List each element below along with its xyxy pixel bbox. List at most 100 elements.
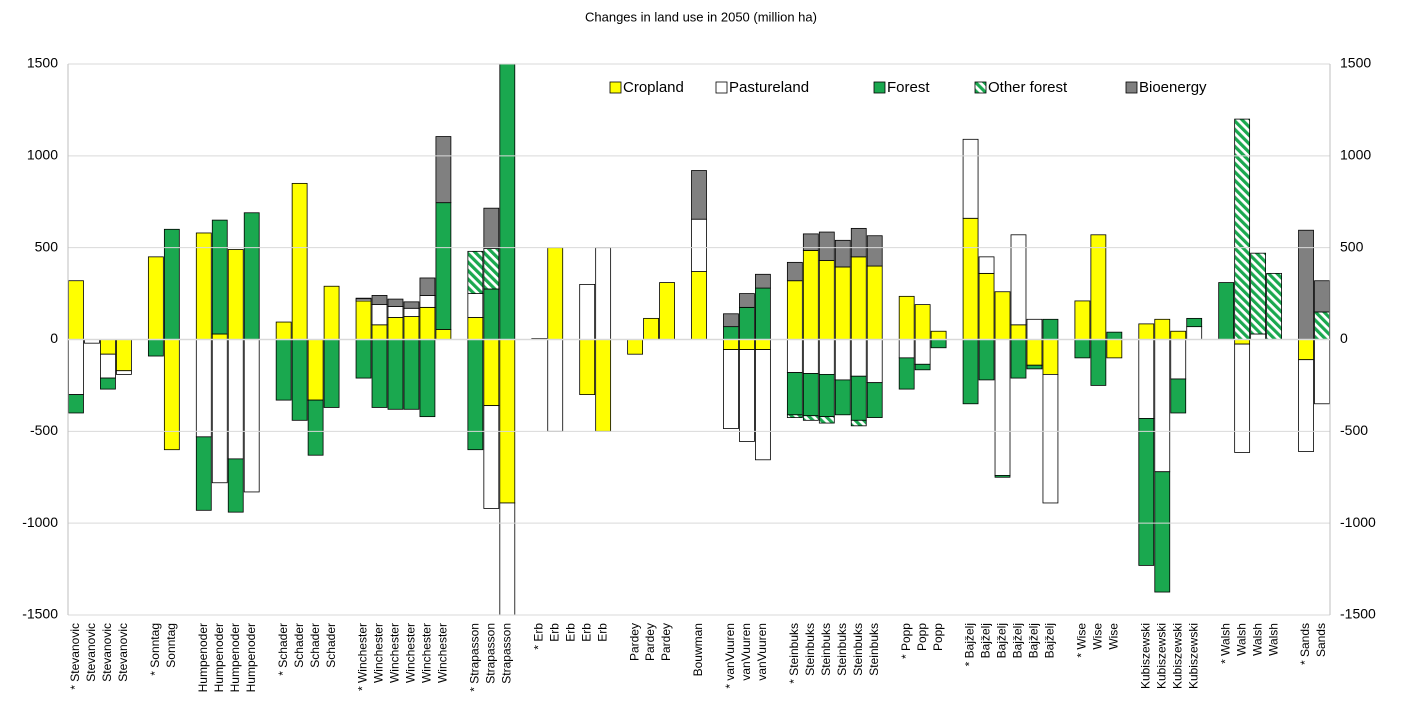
bar-segment xyxy=(834,239,851,268)
bar-segment xyxy=(834,379,851,416)
bar-segment xyxy=(850,419,867,427)
bar-segment xyxy=(818,231,835,261)
bar-segment xyxy=(1010,339,1027,379)
bar-segment xyxy=(163,339,180,451)
bar-segment xyxy=(1138,418,1155,566)
bar-segment xyxy=(195,436,212,511)
x-tick-label: Bajželj xyxy=(1027,623,1041,658)
bar-segment xyxy=(307,339,324,401)
y2-tick-label: -1500 xyxy=(1340,606,1376,622)
bar-segment xyxy=(1106,339,1123,359)
bar-segment xyxy=(866,265,883,340)
legend-label: Bioenergy xyxy=(1139,79,1207,96)
x-tick-label: Erb xyxy=(595,623,609,642)
chart-title: Changes in land use in 2050 (million ha) xyxy=(585,9,817,24)
bar-segment xyxy=(323,339,340,408)
bar-segment xyxy=(195,339,212,438)
bar-segment xyxy=(595,339,612,432)
bar-segment xyxy=(116,370,132,375)
bar-segment xyxy=(579,283,596,340)
x-tick-label: Steinbuks xyxy=(819,623,833,676)
bar-segment xyxy=(435,328,452,340)
x-tick-label: Steinbuks xyxy=(867,623,881,676)
bar-segment xyxy=(691,218,707,272)
bar-segment xyxy=(68,339,84,395)
y-tick-label: -1000 xyxy=(22,514,58,530)
bar-segment xyxy=(962,217,979,340)
bar-segment xyxy=(755,339,771,351)
x-tick-label: * Sonntag xyxy=(148,623,162,676)
bar-segment xyxy=(387,339,404,410)
bar-segment xyxy=(275,339,292,401)
bar-segment xyxy=(898,357,915,390)
bar-segment xyxy=(1026,339,1043,366)
bar-segment xyxy=(483,248,500,290)
y-tick-label: 1000 xyxy=(27,147,58,163)
x-tick-label: * vanVuuren xyxy=(723,623,737,689)
bar-segment xyxy=(627,339,643,355)
bar-segment xyxy=(1170,378,1187,414)
bar-segment xyxy=(914,304,931,340)
bar-segment xyxy=(211,219,228,335)
y2-tick-label: -1000 xyxy=(1340,514,1376,530)
bar-segment xyxy=(930,330,947,340)
x-tick-label: * Bajželj xyxy=(963,623,977,666)
x-tick-label: * Walsh xyxy=(1218,623,1232,664)
x-tick-label: Schader xyxy=(324,623,338,668)
bar-segment xyxy=(387,298,404,307)
bar-segment xyxy=(499,64,516,340)
y-tick-label: -1500 xyxy=(22,606,58,622)
x-tick-label: Strapasson xyxy=(484,623,498,684)
bar-segment xyxy=(291,339,308,421)
bar-segment xyxy=(1314,280,1330,313)
bar-segment xyxy=(355,297,372,300)
bar-segment xyxy=(994,291,1011,340)
bar-segment xyxy=(1234,118,1251,340)
bar-segment xyxy=(499,339,516,504)
x-tick-label: * Schader xyxy=(276,623,290,676)
bar-segment xyxy=(291,182,308,340)
x-tick-label: Wise xyxy=(1091,623,1105,650)
bar-segment xyxy=(483,339,500,407)
y-tick-label: -500 xyxy=(30,422,58,438)
bar-segment xyxy=(723,349,739,429)
x-tick-label: Walsh xyxy=(1266,623,1280,656)
x-tick-label: Wise xyxy=(1107,623,1121,650)
bar-segment xyxy=(1074,339,1091,359)
x-tick-label: Humpenoder xyxy=(212,623,226,692)
bar-segment xyxy=(1154,339,1171,473)
bar-segment xyxy=(1154,318,1171,340)
bar-segment xyxy=(1298,229,1314,340)
bar-segment xyxy=(547,247,564,340)
bar-segment xyxy=(1266,272,1282,340)
x-tick-label: * Winchester xyxy=(356,623,370,691)
bar-segment xyxy=(1090,339,1107,386)
bar-segment xyxy=(691,170,707,220)
bar-segment xyxy=(802,415,819,421)
x-tick-label: * Wise xyxy=(1075,623,1089,658)
bar-segment xyxy=(930,339,947,349)
x-tick-label: Schader xyxy=(308,623,322,668)
x-tick-label: Stevanovic xyxy=(100,623,114,682)
bar-segment xyxy=(962,138,979,219)
bar-segment xyxy=(914,363,931,371)
bar-segment xyxy=(403,301,420,309)
bar-segment xyxy=(1314,311,1330,340)
bar-segment xyxy=(723,339,739,351)
x-tick-label: Erb xyxy=(547,623,561,642)
bar-segment xyxy=(147,339,164,357)
legend-label: Forest xyxy=(887,79,930,96)
x-tick-label: Winchester xyxy=(404,623,418,683)
bar-segment xyxy=(371,295,388,306)
bar-segment xyxy=(1154,471,1171,593)
bar-segment xyxy=(802,250,819,340)
bar-segment xyxy=(818,339,835,375)
bar-segment xyxy=(1138,339,1155,419)
x-tick-label: Popp xyxy=(931,623,945,651)
bar-segment xyxy=(435,202,452,330)
bar-segment xyxy=(227,458,244,513)
bar-segment xyxy=(1010,324,1027,340)
bar-segment xyxy=(1218,282,1235,340)
bar-segment xyxy=(499,502,516,615)
x-tick-label: Winchester xyxy=(436,623,450,683)
